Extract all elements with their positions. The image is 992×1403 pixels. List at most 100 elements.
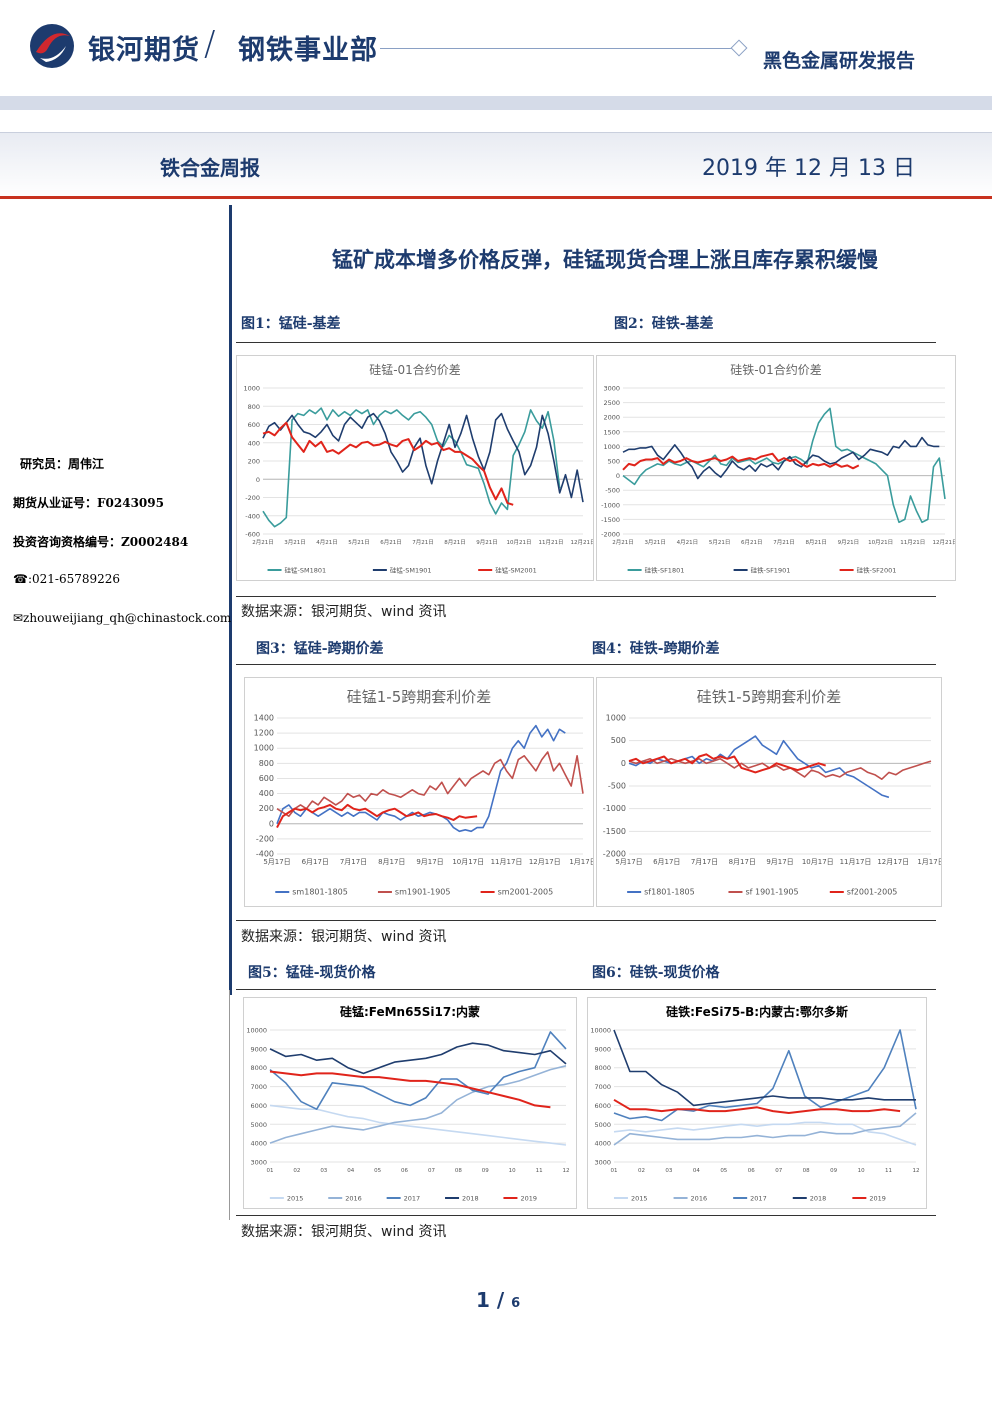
y-tick-label: 9000 — [594, 1045, 611, 1053]
figure-6-label: 图6：硅铁-现货价格 — [592, 965, 720, 981]
chart-svg: 硅锰-01合约价差 1000 800 600 400 200 0 -200 -400 -6002月… — [243, 362, 595, 575]
legend-label: sf1801-1805 — [644, 888, 695, 897]
x-tick-label: 08 — [455, 1168, 462, 1174]
report-date: 2019 年 12 月 13 日 — [702, 156, 915, 181]
red-rule — [0, 196, 992, 199]
y-tick-label: 0 — [616, 472, 620, 480]
email-link[interactable]: ✉zhouweijiang_qh@chinastock.com — [13, 611, 232, 625]
source-rule — [236, 920, 936, 921]
brand-name: 银河期货 — [88, 35, 200, 66]
x-tick-label: 08 — [803, 1168, 810, 1174]
x-tick-label: 9月21日 — [838, 539, 860, 546]
x-tick-label: 7月17日 — [691, 858, 718, 866]
x-tick-label: 11 — [536, 1168, 543, 1174]
x-tick-label: 9月17日 — [416, 858, 443, 866]
x-tick-label: 10月17日 — [802, 858, 834, 866]
series-line — [262, 421, 514, 506]
x-tick-label: 11 — [885, 1168, 892, 1174]
chart-title: 硅锰-01合约价差 — [369, 362, 461, 377]
y-tick-label: 0 — [621, 759, 626, 768]
legend-label: 硅铁-SF1901 — [751, 566, 791, 575]
figure-2-label: 图2：硅铁-基差 — [614, 316, 714, 332]
x-tick-label: 5月21日 — [348, 539, 370, 546]
y-tick-label: 1000 — [254, 744, 274, 753]
x-tick-label: 2月21日 — [612, 539, 634, 546]
x-tick-label: 3月21日 — [284, 539, 306, 546]
series-line — [613, 1121, 917, 1146]
legend-label: 硅锰-SM1901 — [390, 566, 432, 575]
series-line — [269, 1065, 567, 1144]
x-tick-label: 11月17日 — [491, 858, 523, 866]
chart-6: 硅铁:FeSi75-B:内蒙古:鄂尔多斯 10000 9000 8000 7000 600… — [587, 997, 927, 1209]
y-tick-label: -500 — [605, 487, 620, 495]
chart-title: 硅铁1-5跨期套利价差 — [697, 688, 842, 706]
y-tick-label: 5000 — [594, 1121, 611, 1129]
y-tick-label: 5000 — [250, 1121, 267, 1129]
figure-rule — [236, 342, 936, 343]
y-tick-label: 1000 — [606, 714, 626, 723]
series-line — [269, 1104, 567, 1146]
x-tick-label: 02 — [293, 1168, 300, 1174]
legend-label: 2019 — [520, 1195, 537, 1203]
legend-label: 2018 — [462, 1195, 479, 1203]
x-tick-label: 2月21日 — [252, 539, 274, 546]
y-tick-label: 500 — [611, 736, 626, 745]
x-tick-label: 02 — [638, 1168, 645, 1174]
source-rule — [236, 596, 936, 597]
x-tick-label: 01 — [267, 1168, 274, 1174]
legend-label: 硅锰-SM1801 — [285, 566, 327, 575]
x-tick-label: 11月21日 — [900, 539, 925, 546]
series-line — [628, 753, 827, 774]
y-tick-label: -1000 — [601, 501, 620, 509]
x-tick-label: 09 — [482, 1168, 489, 1174]
x-tick-label: 7月21日 — [412, 539, 434, 546]
x-tick-label: 04 — [693, 1168, 700, 1174]
x-tick-label: 06 — [401, 1168, 408, 1174]
y-tick-label: 10000 — [246, 1027, 267, 1035]
legend-label: 2015 — [287, 1195, 304, 1203]
series-line — [613, 1029, 916, 1107]
x-tick-label: 07 — [428, 1168, 435, 1174]
series-line — [613, 1098, 901, 1114]
series-line — [262, 407, 561, 528]
page-number: 1 / 6 — [476, 1288, 521, 1312]
y-tick-label: 600 — [259, 774, 274, 783]
x-tick-label: 12 — [913, 1168, 920, 1174]
figure-1-label: 图1：锰硅-基差 — [241, 316, 341, 332]
chart-svg: 硅铁1-5跨期套利价差 1000 500 0 -500 -1000 -1500 -20005月… — [603, 688, 945, 897]
x-tick-label: 10月17日 — [452, 858, 484, 866]
report-headline: 锰矿成本增多价格反弹，硅锰现货合理上涨且库存累积缓慢 — [332, 248, 878, 272]
sidebar-divider — [229, 205, 232, 995]
y-tick-label: 0 — [269, 819, 274, 828]
x-tick-label: 09 — [830, 1168, 837, 1174]
y-tick-label: 3000 — [594, 1159, 611, 1167]
x-tick-label: 8月17日 — [729, 858, 756, 866]
legend-label: 2018 — [810, 1195, 827, 1203]
y-tick-label: 4000 — [250, 1140, 267, 1148]
x-tick-label: 05 — [374, 1168, 381, 1174]
analyst-name: 研究员：周伟江 — [20, 457, 105, 471]
y-tick-label: 1000 — [243, 385, 260, 393]
diamond-icon — [730, 39, 748, 57]
x-tick-label: 4月21日 — [316, 539, 338, 546]
figure-3-label: 图3：锰硅-跨期价差 — [256, 641, 384, 657]
x-tick-label: 6月21日 — [741, 539, 763, 546]
y-tick-label: 3000 — [603, 385, 620, 393]
y-tick-label: 8000 — [250, 1064, 267, 1072]
y-tick-label: -1000 — [603, 804, 626, 813]
legend-label: 2015 — [631, 1195, 648, 1203]
y-tick-label: 2500 — [603, 399, 620, 407]
x-tick-label: 10 — [858, 1168, 865, 1174]
x-tick-label: 8月21日 — [444, 539, 466, 546]
x-tick-label: 9月21日 — [476, 539, 498, 546]
series-line — [613, 1112, 917, 1146]
x-tick-label: 1月17日 — [917, 858, 941, 866]
header-band — [0, 96, 992, 110]
figure-rule — [236, 989, 936, 990]
legend-label: sm2001-2005 — [498, 888, 554, 897]
y-tick-label: -1500 — [601, 516, 620, 524]
x-tick-label: 8月17日 — [378, 858, 405, 866]
y-tick-label: 6000 — [594, 1102, 611, 1110]
x-tick-label: 10月21日 — [868, 539, 893, 546]
y-tick-label: -600 — [245, 531, 260, 539]
